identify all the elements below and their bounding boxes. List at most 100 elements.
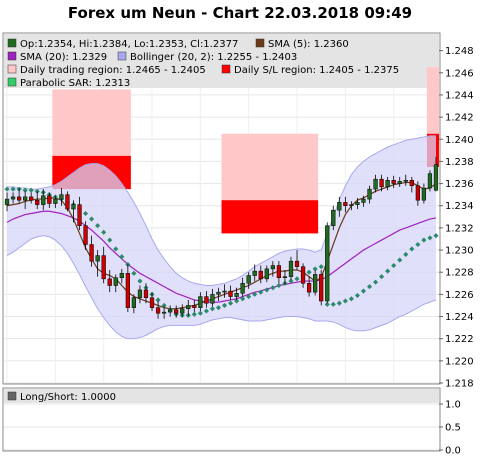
legend: Op:1.2354, Hi:1.2384, Lo:1.2353, Cl:1.23… <box>7 38 399 89</box>
legend-swatch-trading-region <box>7 64 17 74</box>
candle-body <box>427 173 433 189</box>
candle-body <box>186 305 191 310</box>
candle-body <box>337 202 342 211</box>
candle-body <box>41 195 46 205</box>
sar-point <box>185 312 191 318</box>
legend-entry-bollinger: Bollinger (20, 2): 1.2255 - 1.2403 <box>130 52 297 63</box>
candle-body <box>65 194 70 210</box>
candle-body <box>391 179 396 184</box>
lower-legend-entry: Long/Short: 1.0000 <box>20 392 116 403</box>
candle-body <box>331 209 336 226</box>
candle-body <box>180 308 185 314</box>
bollinger-lower-line <box>6 235 437 340</box>
sar-point <box>276 282 282 289</box>
sar-point <box>234 298 240 304</box>
candle-body <box>113 277 118 286</box>
candle-body <box>433 164 439 191</box>
lower-y-axis: 0.0 0.5 1.0 <box>439 400 461 457</box>
legend-swatch-sma5 <box>255 38 265 48</box>
candle-body <box>234 293 239 297</box>
sar-layer <box>4 186 439 318</box>
sar-point <box>246 294 252 300</box>
candle-body <box>23 196 28 201</box>
candle-body <box>47 195 52 204</box>
candle-body <box>59 194 64 200</box>
candle-body <box>168 309 173 313</box>
sar-point <box>391 263 397 269</box>
candle-body <box>143 289 149 298</box>
sar-point <box>203 308 209 314</box>
candle-body <box>71 204 76 210</box>
candle-body <box>101 255 106 280</box>
candle-body <box>204 296 209 304</box>
sar-point <box>366 284 373 290</box>
candle-body <box>361 198 366 203</box>
y-tick-label: 1.226 <box>445 290 474 301</box>
legend-entry-sma5: SMA (5): 1.2360 <box>268 39 349 50</box>
y-axis: 1.218 1.220 1.222 1.224 1.226 1.228 1.230 1.232… <box>439 46 474 390</box>
candle-body <box>319 274 324 302</box>
candle-body <box>415 185 420 201</box>
sl-region <box>221 200 319 234</box>
candle-body <box>53 198 58 204</box>
y-tick-label: 1.236 <box>445 179 474 190</box>
lower-y-tick-label: 0.0 <box>445 446 461 457</box>
sar-point <box>137 278 143 284</box>
candle-body <box>10 196 16 200</box>
y-tick-label: 1.222 <box>445 334 474 345</box>
candle-body <box>397 181 402 184</box>
candle-body <box>409 179 414 187</box>
candle-body <box>77 204 82 226</box>
legend-swatch-bollinger <box>117 51 127 61</box>
legend-entry-trading-region: Daily trading region: 1.2465 - 1.2405 <box>20 65 206 76</box>
sar-point <box>360 288 367 294</box>
sar-point <box>252 291 258 297</box>
lower-grid-layer <box>4 403 439 451</box>
candle-body <box>246 275 251 284</box>
y-tick-label: 1.246 <box>445 68 474 79</box>
candle-body <box>343 202 348 206</box>
sar-point <box>294 276 300 282</box>
candle-layer <box>4 156 439 319</box>
sar-point <box>197 310 203 316</box>
sar-point <box>336 300 342 306</box>
sar-point <box>215 305 222 311</box>
sar-point <box>312 266 318 272</box>
candle-body <box>174 309 179 314</box>
candle-body <box>198 296 203 308</box>
candle-body <box>252 270 257 276</box>
candle-body <box>270 265 275 270</box>
candle-body <box>403 179 408 182</box>
sar-point <box>191 311 197 317</box>
sar-point <box>415 241 421 248</box>
candle-body <box>149 297 155 308</box>
candle-body <box>367 188 372 200</box>
y-tick-label: 1.234 <box>445 201 474 212</box>
sar-point <box>131 270 137 276</box>
candle-body <box>294 260 300 267</box>
legend-swatch-sma20 <box>7 51 17 61</box>
sar-point <box>221 302 228 308</box>
y-tick-label: 1.220 <box>445 356 474 367</box>
trading-region <box>221 133 319 201</box>
sar-point <box>119 254 125 260</box>
sar-point <box>324 301 330 307</box>
sar-point <box>161 302 167 308</box>
candle-body <box>325 225 330 302</box>
candle-body <box>131 297 137 308</box>
legend-swatch-sar <box>7 77 17 87</box>
trading-region <box>52 89 131 156</box>
y-tick-label: 1.224 <box>445 312 474 323</box>
candle-body <box>210 294 215 304</box>
lower-y-tick-label: 0.5 <box>445 423 461 434</box>
candle-body <box>306 283 312 293</box>
y-tick-label: 1.248 <box>445 46 474 57</box>
legend-entry-sar: Parabolic SAR: 1.2313 <box>20 78 130 89</box>
candle-body <box>276 265 282 278</box>
sar-point <box>155 297 161 303</box>
sar-point <box>240 296 246 302</box>
candle-body <box>288 260 294 277</box>
candle-body <box>192 305 197 308</box>
